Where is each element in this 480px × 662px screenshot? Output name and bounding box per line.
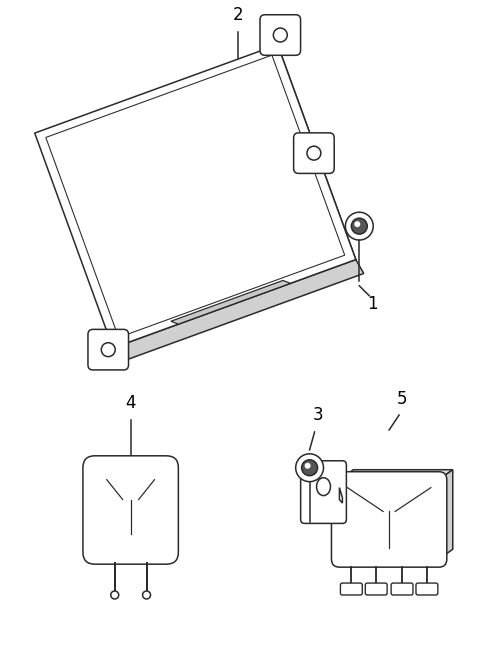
FancyBboxPatch shape <box>340 583 362 595</box>
FancyBboxPatch shape <box>332 472 447 567</box>
Ellipse shape <box>316 478 330 496</box>
FancyBboxPatch shape <box>83 456 179 564</box>
Circle shape <box>346 213 373 240</box>
Circle shape <box>273 28 287 42</box>
FancyBboxPatch shape <box>391 583 413 595</box>
Text: 5: 5 <box>397 390 408 408</box>
Circle shape <box>354 221 360 227</box>
Polygon shape <box>171 281 290 324</box>
Circle shape <box>301 460 318 476</box>
Text: 2: 2 <box>233 7 243 24</box>
FancyBboxPatch shape <box>294 133 334 173</box>
Polygon shape <box>339 470 453 480</box>
FancyBboxPatch shape <box>416 583 438 595</box>
Circle shape <box>143 591 151 599</box>
Circle shape <box>101 343 115 357</box>
FancyBboxPatch shape <box>88 330 129 370</box>
Polygon shape <box>266 44 356 263</box>
Polygon shape <box>439 470 453 559</box>
Circle shape <box>307 146 321 160</box>
Polygon shape <box>35 44 356 348</box>
Circle shape <box>305 463 311 469</box>
Circle shape <box>111 591 119 599</box>
FancyBboxPatch shape <box>365 583 387 595</box>
Circle shape <box>351 218 367 234</box>
Circle shape <box>296 454 324 482</box>
Text: 1: 1 <box>367 295 378 312</box>
Text: 4: 4 <box>125 394 136 412</box>
Polygon shape <box>113 260 364 362</box>
FancyBboxPatch shape <box>260 15 300 56</box>
Polygon shape <box>339 488 342 503</box>
Text: 3: 3 <box>312 406 323 424</box>
FancyBboxPatch shape <box>300 461 347 524</box>
